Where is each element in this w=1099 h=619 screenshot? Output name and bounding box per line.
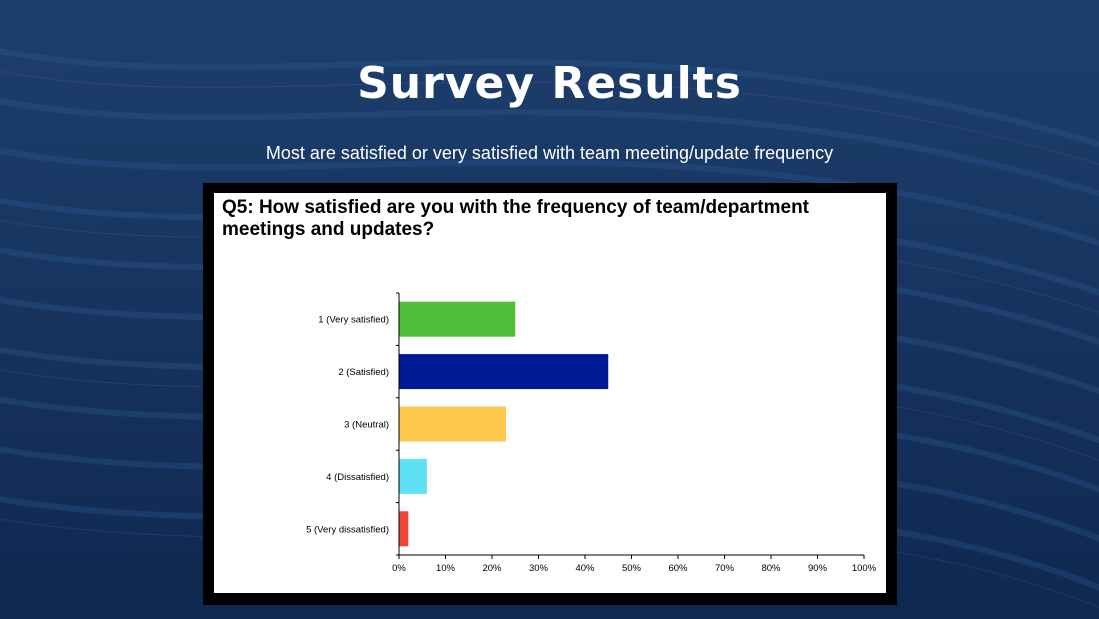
chart-panel: Q5: How satisfied are you with the frequ…: [214, 193, 886, 593]
x-tick-label: 90%: [808, 563, 828, 574]
slide-title: Survey Results: [357, 58, 742, 109]
bar-1: [399, 301, 516, 337]
category-label-2: 2 (Satisfied): [338, 367, 389, 378]
x-tick-label: 20%: [482, 563, 502, 574]
x-tick-label: 80%: [761, 563, 781, 574]
chart-frame: Q5: How satisfied are you with the frequ…: [203, 183, 897, 605]
x-tick-label: 0%: [392, 563, 406, 574]
x-tick-label: 50%: [622, 563, 642, 574]
x-tick-label: 100%: [852, 563, 877, 574]
x-tick-label: 70%: [715, 563, 735, 574]
bar-5: [399, 511, 409, 547]
category-label-3: 3 (Neutral): [344, 420, 389, 431]
category-label-1: 1 (Very satisfied): [318, 315, 389, 326]
chart-title: Q5: How satisfied are you with the frequ…: [222, 197, 810, 240]
bar-3: [399, 406, 506, 442]
bar-4: [399, 458, 427, 494]
bar-chart: 1 (Very satisfied) 2 (Satisfied) 3 (Neutra…: [306, 292, 877, 574]
x-tick-label: 40%: [575, 563, 595, 574]
x-tick-label: 10%: [436, 563, 456, 574]
x-tick-label: 60%: [668, 563, 688, 574]
category-label-5: 5 (Very dissatisfied): [306, 524, 389, 535]
category-label-4: 4 (Dissatisfied): [326, 472, 389, 483]
bar-2: [399, 354, 609, 390]
x-tick-label: 30%: [529, 563, 549, 574]
slide-subtitle: Most are satisfied or very satisfied wit…: [265, 143, 834, 163]
